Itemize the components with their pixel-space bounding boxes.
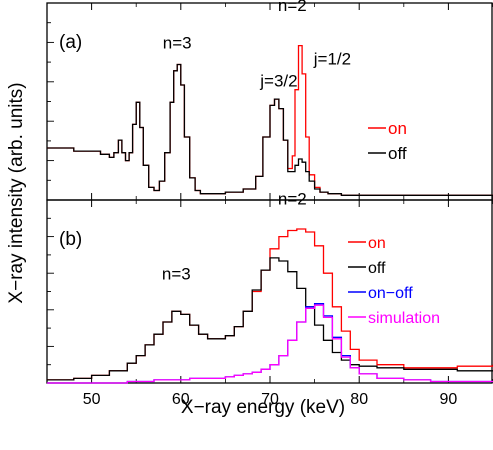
x-tick-label: 90 <box>440 391 458 408</box>
panel-label: (a) <box>59 32 82 53</box>
annotation: n=3 <box>163 34 192 53</box>
x-tick-label: 60 <box>172 391 190 408</box>
panel-label: (b) <box>59 229 82 250</box>
annotation: j=3/2 <box>259 72 297 91</box>
shared-axes: X−ray energy (keV) X−ray intensity (arb.… <box>6 82 345 418</box>
series-line-off <box>47 63 493 196</box>
legend-label: off <box>368 260 386 277</box>
legend-label: on <box>388 119 407 138</box>
legend-label: simulation <box>368 310 440 327</box>
panel-b: 50 60 70 80 90 on off on−off simulation n=3 n=2 (b) <box>46 190 493 408</box>
legend-label: off <box>388 144 407 163</box>
panel-a: on off n=3 n=2 j=1/2 j=3/2 (a) <box>46 0 493 201</box>
annotation: n=3 <box>162 264 191 283</box>
annotation: n=2 <box>278 0 307 15</box>
series-line-simulation <box>47 304 493 384</box>
annotation: j=1/2 <box>313 49 351 68</box>
legend-label: on <box>368 235 386 252</box>
x-tick-label: 80 <box>350 391 368 408</box>
y-axis-label: X−ray intensity (arb. units) <box>6 82 27 303</box>
series-line-off <box>47 257 493 381</box>
annotation: n=2 <box>278 190 307 209</box>
x-tick-label: 50 <box>83 391 101 408</box>
x-axis-label: X−ray energy (keV) <box>181 397 345 418</box>
x-tick-label: 70 <box>261 391 279 408</box>
legend-label: on−off <box>368 285 413 302</box>
